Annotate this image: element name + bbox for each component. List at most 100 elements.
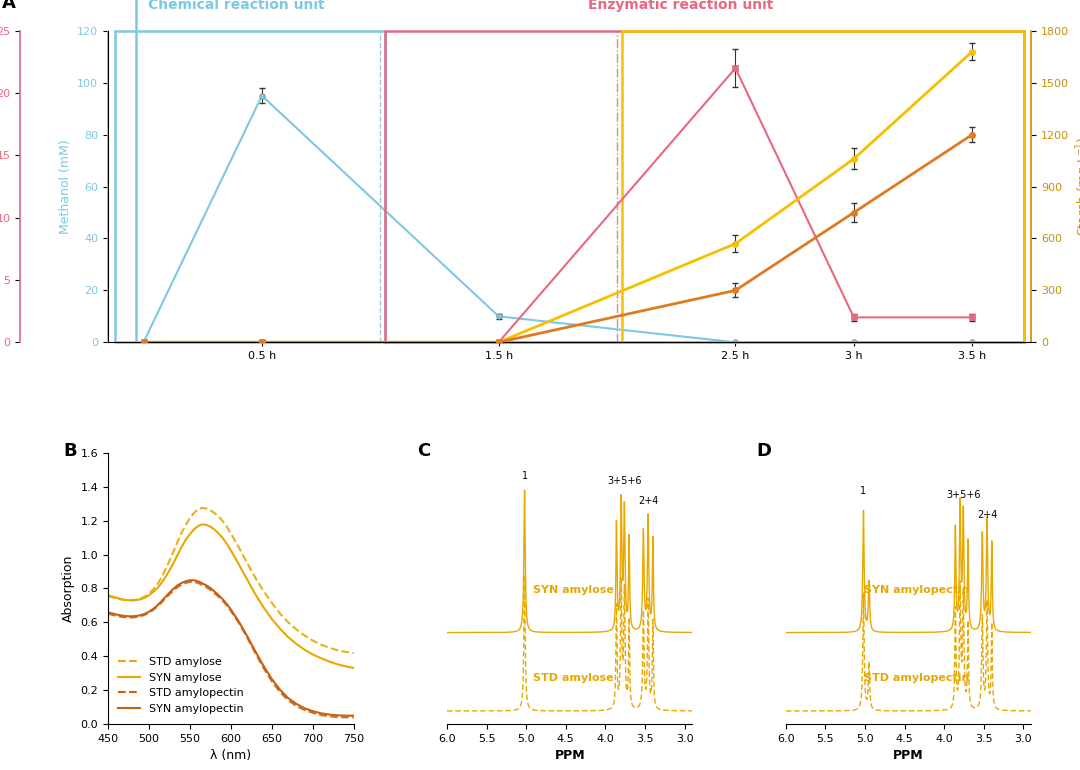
SYN amylopectin xyxy=(257,661,270,671)
SYN amylopectin xyxy=(163,588,176,598)
SYN amylose xyxy=(306,650,319,659)
STD amylopectin xyxy=(179,578,192,588)
STD amylose xyxy=(122,596,135,605)
STD amylose xyxy=(204,506,217,515)
SYN amylopectin xyxy=(314,708,327,718)
SYN amylose xyxy=(147,588,160,597)
STD amylopectin xyxy=(216,596,229,605)
SYN amylopectin xyxy=(154,597,167,606)
Y-axis label: Starch (mg L$^{-1}$): Starch (mg L$^{-1}$) xyxy=(1075,137,1080,236)
STD amylose xyxy=(102,591,114,601)
STD amylopectin xyxy=(220,601,233,610)
SYN amylopectin xyxy=(191,577,204,586)
SYN amylopectin xyxy=(204,584,217,593)
SYN amylose xyxy=(257,603,270,612)
STD amylose xyxy=(118,595,131,604)
SYN amylose xyxy=(323,657,336,666)
SYN amylopectin xyxy=(339,711,352,720)
STD amylopectin xyxy=(225,606,238,615)
SYN amylose xyxy=(220,539,233,548)
STD amylose xyxy=(154,573,167,582)
STD amylopectin xyxy=(134,611,147,621)
SYN amylose xyxy=(126,596,139,605)
X-axis label: PPM: PPM xyxy=(893,749,923,762)
STD amylopectin xyxy=(159,594,172,603)
STD amylose xyxy=(195,504,208,513)
SYN amylopectin xyxy=(147,604,160,614)
SYN amylopectin xyxy=(171,581,184,590)
STD amylopectin xyxy=(257,663,270,672)
SYN amylose xyxy=(200,521,213,530)
Text: STD amylopectin: STD amylopectin xyxy=(864,673,969,683)
STD amylose xyxy=(143,589,156,598)
SYN amylose xyxy=(110,593,123,602)
Text: 3+5+6: 3+5+6 xyxy=(946,490,981,500)
STD amylopectin xyxy=(323,711,336,721)
STD amylose xyxy=(175,528,188,537)
SYN amylose xyxy=(143,591,156,600)
STD amylose xyxy=(171,537,184,547)
SYN amylose xyxy=(282,632,295,641)
STD amylopectin xyxy=(347,713,360,722)
STD amylose xyxy=(289,624,302,634)
SYN amylopectin xyxy=(167,584,180,594)
STD amylose xyxy=(150,580,163,589)
SYN amylopectin xyxy=(138,609,151,618)
STD amylose xyxy=(241,558,254,567)
SYN amylose xyxy=(266,614,279,624)
STD amylopectin xyxy=(167,586,180,595)
Y-axis label: Methanol (mM): Methanol (mM) xyxy=(58,139,71,234)
Text: 1: 1 xyxy=(861,486,866,496)
STD amylopectin xyxy=(200,582,213,591)
STD amylopectin xyxy=(241,633,254,642)
STD amylopectin xyxy=(102,609,114,618)
SYN amylopectin xyxy=(150,601,163,611)
STD amylose xyxy=(110,594,123,603)
SYN amylose xyxy=(330,660,343,669)
SYN amylose xyxy=(102,591,114,600)
STD amylose xyxy=(232,543,245,552)
STD amylose xyxy=(138,592,151,601)
SYN amylose xyxy=(175,542,188,551)
STD amylopectin xyxy=(143,608,156,618)
STD amylose xyxy=(163,556,176,565)
SYN amylopectin xyxy=(200,581,213,590)
STD amylopectin xyxy=(175,580,188,589)
SYN amylopectin xyxy=(208,587,221,596)
X-axis label: PPM: PPM xyxy=(554,749,585,762)
STD amylopectin xyxy=(131,612,144,621)
STD amylopectin xyxy=(171,582,184,591)
SYN amylose xyxy=(273,624,286,633)
STD amylopectin xyxy=(110,611,123,621)
Line: STD amylose: STD amylose xyxy=(108,508,353,653)
SYN amylose xyxy=(212,529,225,538)
SYN amylose xyxy=(225,546,238,555)
STD amylopectin xyxy=(163,590,176,599)
STD amylose xyxy=(212,512,225,521)
STD amylopectin xyxy=(282,695,295,705)
Text: 2+4: 2+4 xyxy=(976,510,997,520)
STD amylopectin xyxy=(339,713,352,722)
STD amylose xyxy=(306,636,319,645)
STD amylose xyxy=(216,517,229,526)
Text: Chemical reaction unit: Chemical reaction unit xyxy=(148,0,325,12)
SYN amylose xyxy=(134,594,147,604)
Text: SYN amylopectin: SYN amylopectin xyxy=(864,584,970,594)
SYN amylopectin xyxy=(131,611,144,621)
STD amylopectin xyxy=(147,605,160,614)
SYN amylose xyxy=(131,595,144,604)
STD amylopectin xyxy=(208,588,221,598)
STD amylopectin xyxy=(122,613,135,622)
SYN amylose xyxy=(159,573,172,582)
SYN amylose xyxy=(339,661,352,671)
SYN amylopectin xyxy=(143,607,156,616)
SYN amylose xyxy=(289,639,302,648)
SYN amylose xyxy=(241,575,254,584)
SYN amylose xyxy=(188,525,201,534)
SYN amylopectin xyxy=(159,593,172,602)
SYN amylose xyxy=(232,560,245,569)
Bar xyxy=(384,31,1024,343)
X-axis label: λ (nm): λ (nm) xyxy=(211,749,252,762)
STD amylose xyxy=(225,529,238,538)
SYN amylose xyxy=(195,520,208,529)
